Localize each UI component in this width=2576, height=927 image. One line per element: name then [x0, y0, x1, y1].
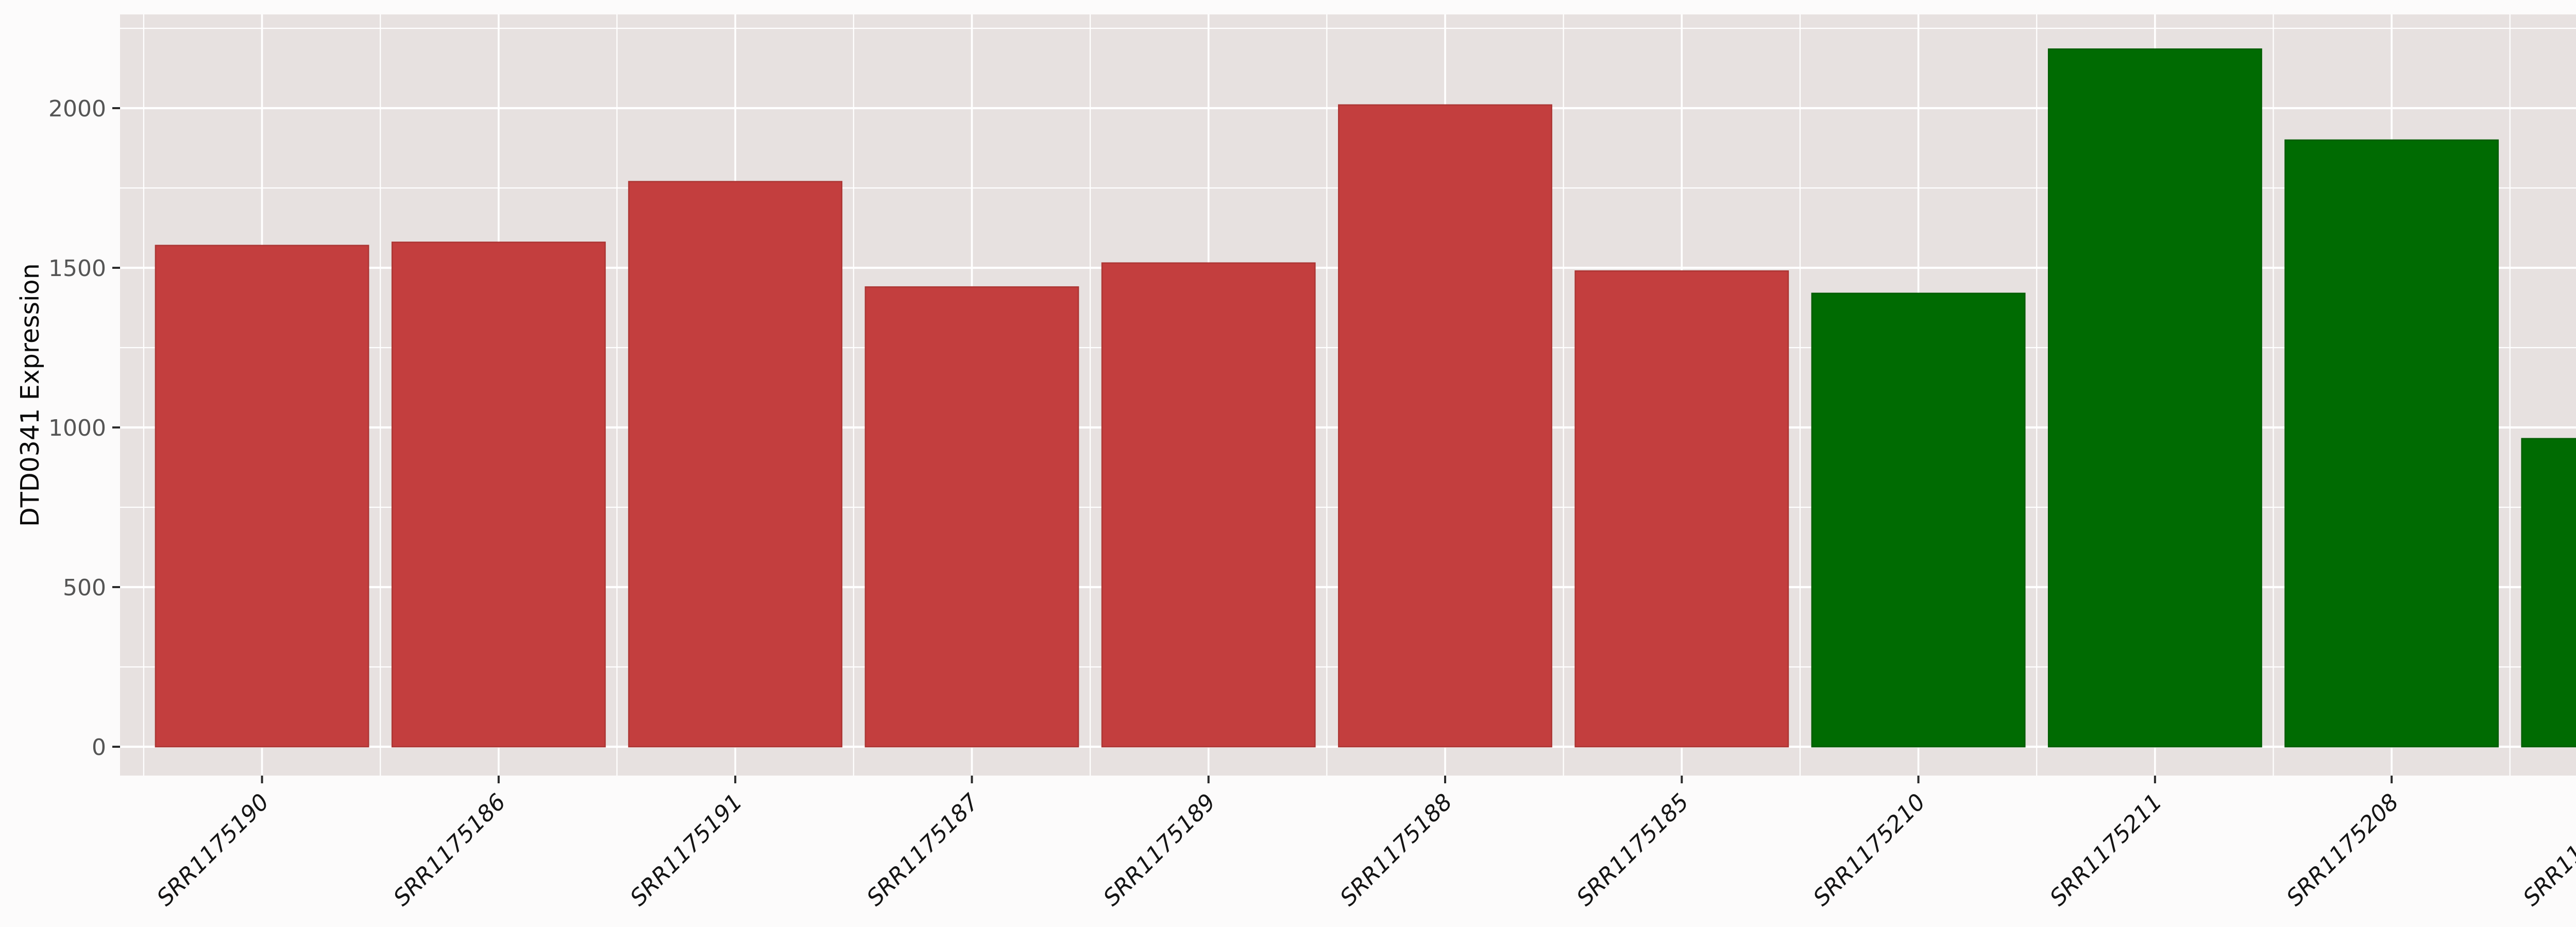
y-tick-label: 1500 [48, 255, 106, 282]
bar-SRR1175188 [1338, 104, 1552, 748]
y-tick-label: 0 [92, 734, 106, 761]
bar-SRR1175187 [865, 286, 1079, 748]
bar-SRR1175185 [1574, 270, 1789, 748]
y-tick-label: 1000 [48, 415, 106, 441]
bar-SRR1175211 [2047, 48, 2262, 748]
bar-SRR1175189 [1101, 262, 1316, 748]
bar-SRR1175210 [1811, 293, 2026, 748]
y-axis-title: DTD0341 Expression [15, 263, 45, 527]
bar-SRR1175191 [628, 181, 843, 748]
bar-SRR1175190 [155, 245, 369, 748]
bar-SRR1175209 [2521, 438, 2576, 748]
y-tick-label: 2000 [48, 96, 106, 122]
bar-SRR1175186 [391, 242, 606, 748]
bar-SRR1175208 [2284, 139, 2499, 748]
y-tick-label: 500 [63, 575, 106, 601]
